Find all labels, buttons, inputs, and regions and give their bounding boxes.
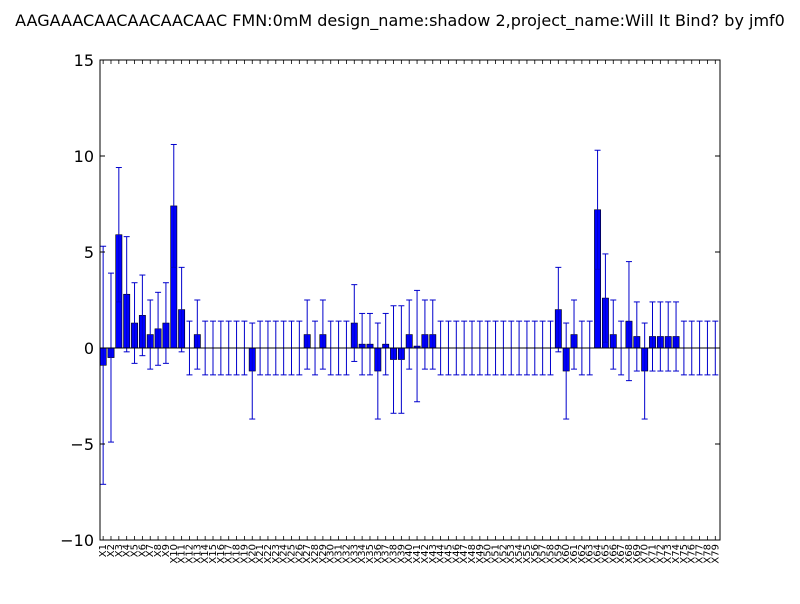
y-tick-label-4: 10 <box>74 147 94 166</box>
y-tick-label-2: 0 <box>84 339 94 358</box>
y-tick-label-3: 5 <box>84 243 94 262</box>
y-tick-label-1: −5 <box>70 435 94 454</box>
y-tick-label-0: −10 <box>60 531 94 550</box>
y-tick-label-5: 15 <box>74 51 94 70</box>
x-tick-label-X79: X79 <box>710 544 721 564</box>
error-bars-layer <box>100 144 718 484</box>
ticks-layer: X1X2X3X4X5X6X7X8X9X10X11X12X13X14X15X16X… <box>60 51 721 564</box>
chart-title: AAGAAACAACAACAACAAC FMN:0mM design_name:… <box>15 11 785 31</box>
